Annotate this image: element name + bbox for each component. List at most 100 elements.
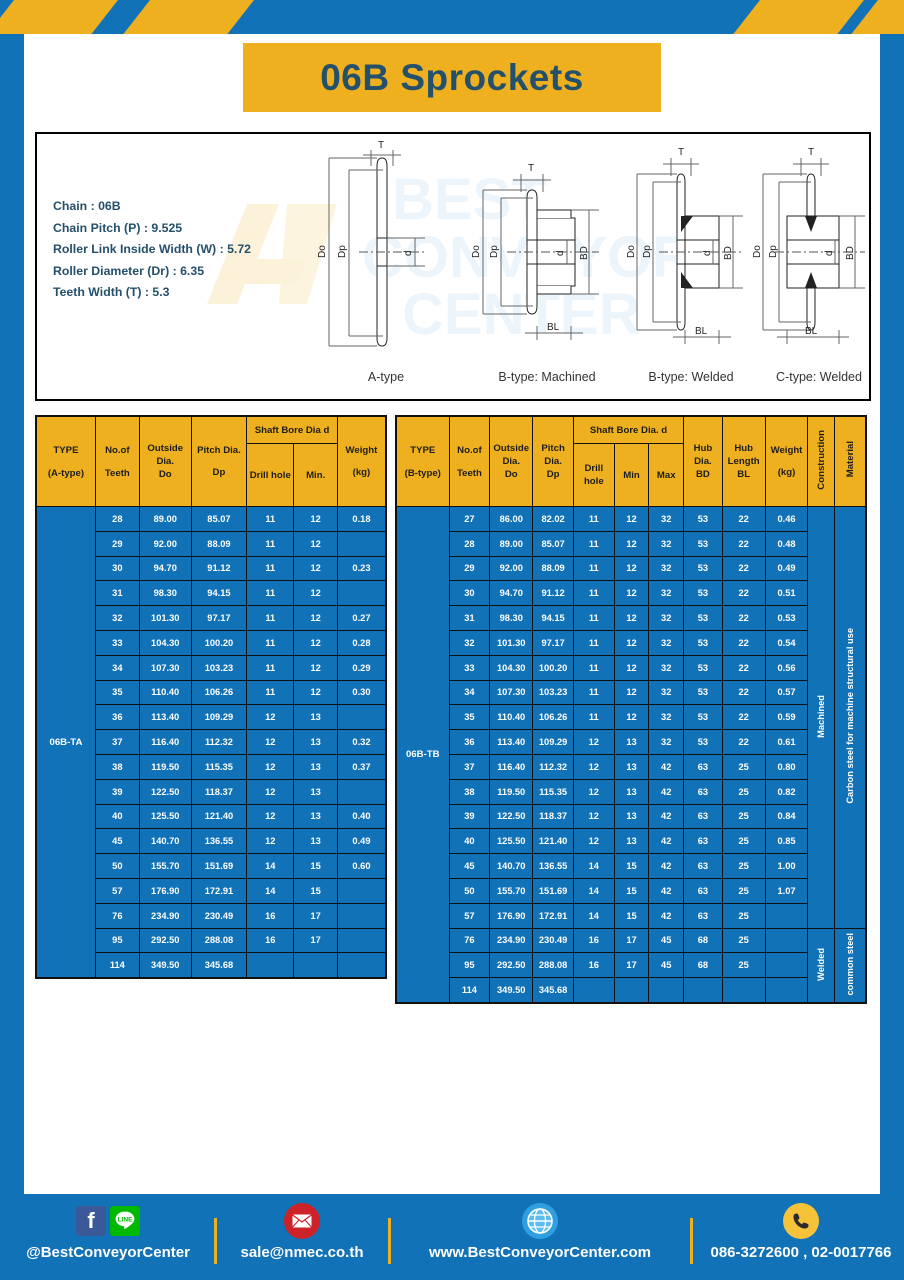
cell-drill: 12 — [572, 803, 615, 830]
cell-dp: 88.09 — [532, 555, 574, 582]
cell-bd: 63 — [683, 828, 723, 855]
th-material-label: Material — [844, 441, 856, 478]
cell-bl: 22 — [721, 629, 766, 656]
cell-weight: 0.80 — [764, 753, 809, 780]
footer-item-email[interactable]: sale@nmec.co.th — [222, 1200, 382, 1274]
cell-do: 234.90 — [138, 902, 192, 929]
footer-item-phone[interactable]: 086-3272600 , 02-0017766 — [698, 1200, 904, 1274]
cell-teeth: 39 — [448, 803, 491, 830]
table-a-type: TYPE (A-type) No.of Teeth Outside Dia. D… — [35, 415, 387, 980]
dim-label-bl: BL — [547, 322, 560, 333]
cell-min: 13 — [613, 828, 650, 855]
th-pd-2: Dia. — [544, 456, 562, 467]
th-construction: Construction — [807, 415, 836, 507]
line-icon[interactable]: LINE — [110, 1206, 140, 1236]
cell-drill: 12 — [572, 828, 615, 855]
dim-label-dp: Dp — [768, 245, 779, 258]
cell-min: 17 — [293, 902, 338, 929]
cell-dp: 288.08 — [532, 952, 574, 979]
cell-teeth: 114 — [448, 977, 491, 1004]
phone-icon[interactable] — [783, 1203, 819, 1239]
cell-min: 12 — [293, 555, 338, 582]
cell-drill: 14 — [246, 877, 295, 904]
cell-bd: 53 — [683, 654, 723, 681]
cell-max: 32 — [648, 679, 685, 706]
footer-divider — [690, 1218, 693, 1264]
cell-construction: Welded — [807, 927, 836, 1004]
cell-teeth: 28 — [94, 506, 140, 532]
dim-label-bd: BD — [723, 246, 734, 260]
cell-min: 13 — [613, 729, 650, 755]
table-b-type: TYPE (B-type) No.of Teeth Outside Dia. D… — [395, 415, 867, 1004]
cell-dp: 115.35 — [532, 778, 574, 805]
cell-drill: 11 — [246, 530, 295, 557]
footer-item-website[interactable]: www.BestConveyorCenter.com — [396, 1200, 684, 1274]
cell-weight: 0.29 — [336, 654, 387, 681]
cell-teeth: 114 — [94, 952, 140, 979]
diagram-caption: B-type: Welded — [648, 370, 734, 384]
cell-max: 32 — [648, 530, 685, 557]
cell-dp: 91.12 — [190, 555, 248, 582]
th-outside-dia: Outside Dia. Do — [138, 415, 192, 507]
chevron-stripe — [733, 0, 864, 34]
cell-drill: 12 — [572, 778, 615, 805]
table-row: 45 140.70 136.55 14 15 42 63 25 1.00 — [396, 853, 866, 879]
cell-do: 92.00 — [138, 530, 192, 557]
cell-do: 116.40 — [138, 729, 192, 755]
footer-item-social[interactable]: f LINE @BestConveyorCenter — [8, 1200, 208, 1274]
cell-weight: 0.48 — [764, 530, 809, 557]
table-row: 57 176.90 172.91 14 15 — [36, 877, 387, 904]
email-icon[interactable] — [284, 1203, 320, 1239]
facebook-icon[interactable]: f — [76, 1206, 106, 1236]
chevron-stripe — [0, 0, 118, 34]
dim-label-bd: BD — [579, 246, 590, 260]
cell-dp: 136.55 — [532, 853, 574, 879]
cell-drill: 11 — [572, 530, 615, 557]
cell-teeth: 34 — [448, 679, 491, 706]
c-welded-drawing: T Do Dp d BD BL — [752, 147, 865, 344]
cell-drill: 11 — [572, 629, 615, 656]
cell-min: 15 — [293, 877, 338, 904]
cell-weight: 0.37 — [336, 753, 387, 780]
th-type-sub: (A-type) — [47, 467, 85, 479]
cell-teeth: 39 — [94, 778, 140, 805]
cell-drill: 11 — [246, 580, 295, 607]
cell-min: 12 — [613, 629, 650, 656]
dim-label-t: T — [528, 163, 534, 174]
cell-min: 12 — [293, 580, 338, 607]
cell-max: 42 — [648, 877, 685, 904]
footer-social-text: @BestConveyorCenter — [26, 1244, 190, 1261]
cell-weight — [764, 927, 809, 954]
cell-teeth: 38 — [94, 753, 140, 780]
cell-weight: 0.27 — [336, 605, 387, 631]
cell-do: 94.70 — [138, 555, 192, 582]
cell-dp: 103.23 — [532, 679, 574, 706]
cell-max: 42 — [648, 853, 685, 879]
cell-do: 113.40 — [138, 704, 192, 731]
cell-teeth: 36 — [448, 729, 491, 755]
cell-min: 12 — [613, 605, 650, 631]
cell-drill: 12 — [246, 704, 295, 731]
cell-drill: 11 — [572, 580, 615, 607]
th-bore-group: Shaft Bore Dia d — [246, 415, 338, 444]
table-row: 37 116.40 112.32 12 13 42 63 25 0.80 — [396, 753, 866, 780]
table-row: 31 98.30 94.15 11 12 32 53 22 0.53 — [396, 605, 866, 631]
cell-weight: 0.56 — [764, 654, 809, 681]
cell-bd — [683, 977, 723, 1004]
cell-teeth: 30 — [94, 555, 140, 582]
cell-max: 45 — [648, 927, 685, 954]
th-od-1: Outside — [147, 443, 184, 454]
cell-dp: 136.55 — [190, 828, 248, 855]
cell-max: 45 — [648, 952, 685, 979]
cell-weight: 0.54 — [764, 629, 809, 656]
cell-max: 32 — [648, 729, 685, 755]
cell-min: 12 — [293, 506, 338, 532]
cell-weight: 0.59 — [764, 704, 809, 731]
cell-drill: 11 — [246, 555, 295, 582]
globe-icon[interactable] — [522, 1203, 558, 1239]
cell-weight — [336, 580, 387, 607]
cell-bd: 53 — [683, 605, 723, 631]
cell-type: 06B-TB — [395, 505, 450, 1004]
cell-teeth: 38 — [448, 778, 491, 805]
table-row: 33 104.30 100.20 11 12 0.28 — [36, 629, 387, 656]
